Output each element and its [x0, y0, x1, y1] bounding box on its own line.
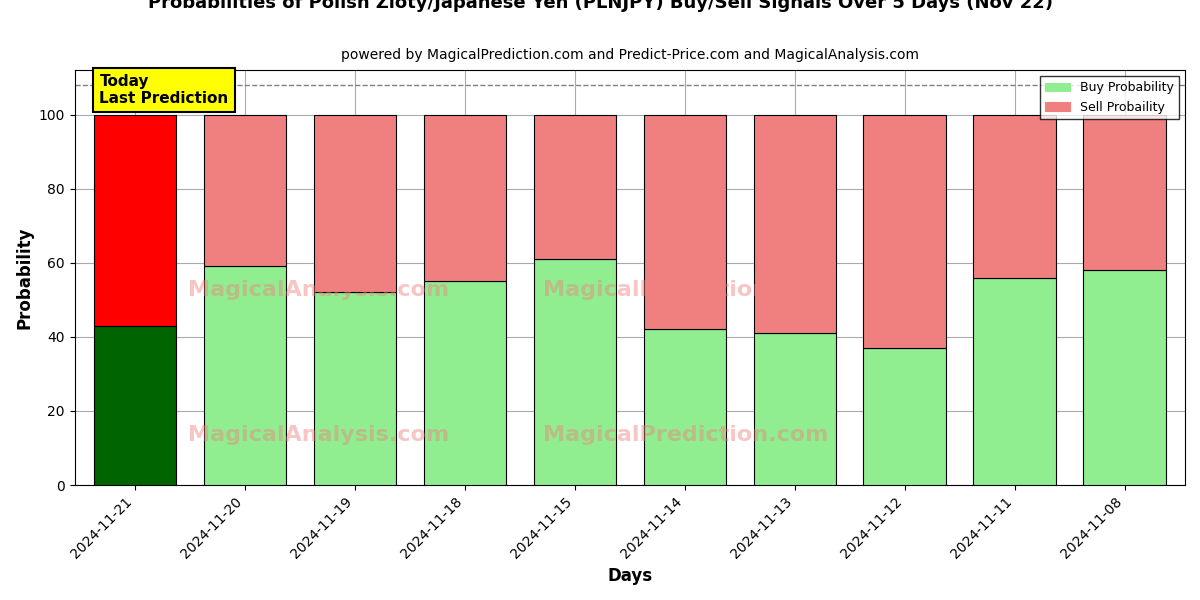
Bar: [643, 115, 726, 329]
Title: powered by MagicalPrediction.com and Predict-Price.com and MagicalAnalysis.com: powered by MagicalPrediction.com and Pre…: [341, 48, 919, 62]
Bar: [864, 348, 946, 485]
Bar: [754, 115, 836, 333]
Bar: [1084, 270, 1165, 485]
X-axis label: Days: Days: [607, 567, 653, 585]
Bar: [534, 115, 616, 259]
Text: MagicalPrediction.com: MagicalPrediction.com: [542, 425, 828, 445]
Bar: [973, 115, 1056, 278]
Bar: [94, 326, 176, 485]
Text: MagicalPrediction.com: MagicalPrediction.com: [542, 280, 828, 300]
Text: MagicalAnalysis.com: MagicalAnalysis.com: [188, 425, 450, 445]
Bar: [204, 115, 287, 266]
Legend: Buy Probability, Sell Probaility: Buy Probability, Sell Probaility: [1040, 76, 1178, 119]
Bar: [643, 329, 726, 485]
Text: MagicalAnalysis.com: MagicalAnalysis.com: [188, 280, 450, 300]
Text: Today
Last Prediction: Today Last Prediction: [100, 74, 229, 106]
Bar: [204, 266, 287, 485]
Bar: [424, 281, 506, 485]
Bar: [864, 115, 946, 348]
Text: Probabilities of Polish Zloty/Japanese Yen (PLNJPY) Buy/Sell Signals Over 5 Days: Probabilities of Polish Zloty/Japanese Y…: [148, 0, 1052, 12]
Bar: [424, 115, 506, 281]
Bar: [534, 259, 616, 485]
Y-axis label: Probability: Probability: [16, 226, 34, 329]
Bar: [313, 292, 396, 485]
Bar: [313, 115, 396, 292]
Bar: [754, 333, 836, 485]
Bar: [973, 278, 1056, 485]
Bar: [94, 115, 176, 326]
Bar: [1084, 115, 1165, 270]
